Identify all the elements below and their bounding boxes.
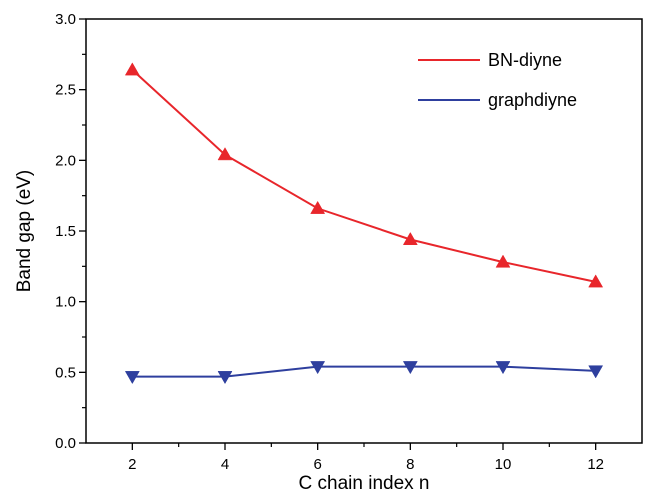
x-tick-label: 4	[221, 456, 229, 473]
y-axis-label: Band gap (eV)	[14, 170, 35, 293]
plot-frame	[86, 19, 642, 443]
x-axis-ticks: 2 4 6 8 10 12	[128, 443, 604, 473]
x-axis-label: C chain index n	[299, 473, 430, 494]
y-tick-label: 3.0	[55, 11, 76, 28]
y-tick-label: 2.5	[55, 82, 76, 99]
y-tick-label: 1.5	[55, 223, 76, 240]
series-graphdiyne	[125, 361, 602, 383]
legend-label: BN-diyne	[488, 50, 562, 70]
series-line-graphdiyne	[132, 367, 595, 377]
x-tick-label: 12	[587, 456, 604, 473]
y-tick-label: 0.0	[55, 435, 76, 452]
series-layer	[125, 63, 602, 384]
x-tick-label: 8	[406, 456, 414, 473]
data-point-bn-diyne	[311, 201, 325, 213]
x-tick-label: 6	[313, 456, 321, 473]
y-tick-label: 0.5	[55, 364, 76, 381]
legend: BN-diyne graphdiyne	[418, 50, 577, 110]
y-axis-ticks: 0.0 0.5 1.0 1.5 2.0 2.5 3.0	[55, 11, 86, 452]
data-point-bn-diyne	[125, 63, 139, 75]
x-tick-label: 2	[128, 456, 136, 473]
data-point-graphdiyne	[589, 366, 603, 378]
legend-label: graphdiyne	[488, 90, 577, 110]
y-tick-label: 1.0	[55, 294, 76, 311]
y-tick-label: 2.0	[55, 152, 76, 169]
x-tick-label: 10	[495, 456, 512, 473]
